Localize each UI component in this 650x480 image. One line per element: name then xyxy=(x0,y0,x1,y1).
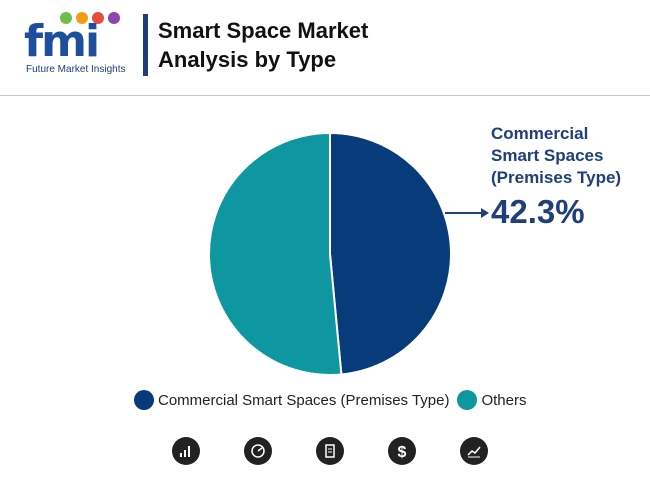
footer-icons: $ xyxy=(172,437,488,465)
callout-line-3: (Premises Type) xyxy=(491,168,622,187)
bar-chart-icon xyxy=(172,437,200,465)
report-icon xyxy=(316,437,344,465)
callout-line-1: Commercial xyxy=(491,124,589,143)
logo-dot-icon xyxy=(108,12,120,24)
logo-subtitle: Future Market Insights xyxy=(26,64,126,75)
chart-legend: Commercial Smart Spaces (Premises Type) … xyxy=(134,390,534,410)
page-title: Smart Space Market Analysis by Type xyxy=(158,16,368,74)
logo-dot-icon xyxy=(92,12,104,24)
header: fmi Future Market Insights Smart Space M… xyxy=(0,0,650,92)
legend-swatch xyxy=(134,390,154,410)
logo-text: fmi xyxy=(24,16,100,67)
legend-swatch xyxy=(457,390,478,410)
logo-dot-icon xyxy=(60,12,72,24)
header-divider xyxy=(0,95,650,96)
pie-slice-others xyxy=(208,131,343,376)
trend-chart-icon xyxy=(460,437,488,465)
callout-arrow-head xyxy=(481,208,489,218)
callout-value: 42.3% xyxy=(491,193,585,230)
legend-item-commercial: Commercial Smart Spaces (Premises Type) xyxy=(134,390,449,410)
legend-label: Others xyxy=(481,391,527,409)
legend-label: Commercial Smart Spaces (Premises Type) xyxy=(158,391,450,409)
title-accent-bar xyxy=(143,14,148,76)
callout-label: Commercial Smart Spaces (Premises Type) xyxy=(491,123,621,189)
svg-text:$: $ xyxy=(398,444,407,460)
fmi-logo: fmi Future Market Insights xyxy=(22,12,140,78)
callout-line-2: Smart Spaces xyxy=(491,146,604,165)
logo-icons xyxy=(60,12,120,24)
title-line-1: Smart Space Market xyxy=(158,18,369,43)
logo-dot-icon xyxy=(76,12,88,24)
legend-item-others: Others xyxy=(457,390,526,410)
dollar-icon: $ xyxy=(388,437,416,465)
pie-slice-commercial xyxy=(329,131,452,376)
title-line-2: Analysis by Type xyxy=(158,47,337,72)
gauge-icon xyxy=(244,437,272,465)
